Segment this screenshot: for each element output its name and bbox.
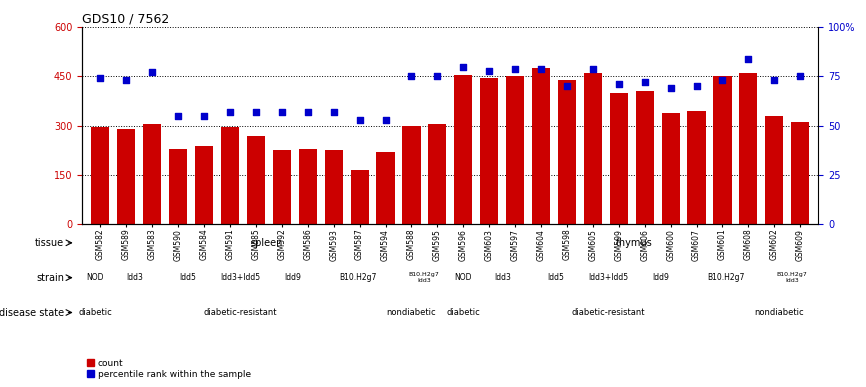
Point — [637, 79, 651, 86]
Point — [767, 77, 781, 84]
Point — [663, 85, 677, 91]
Point — [560, 83, 574, 89]
Text: diabetic-resistant: diabetic-resistant — [572, 308, 645, 317]
Text: ldd5: ldd5 — [547, 273, 564, 282]
Point — [378, 117, 392, 123]
Text: ldd3+ldd5: ldd3+ldd5 — [588, 273, 628, 282]
Bar — [454, 75, 472, 224]
Text: ldd5: ldd5 — [179, 273, 196, 282]
Point — [352, 117, 366, 123]
Bar — [766, 116, 784, 224]
Bar — [584, 73, 602, 224]
Bar — [117, 129, 135, 224]
Bar — [480, 78, 498, 224]
Text: ldd3: ldd3 — [494, 273, 511, 282]
Point — [197, 113, 211, 119]
Bar — [325, 151, 343, 224]
Text: B10.H2g7: B10.H2g7 — [708, 273, 745, 282]
Bar — [377, 152, 395, 224]
Text: diabetic: diabetic — [79, 308, 113, 317]
Text: ldd3+ldd5: ldd3+ldd5 — [220, 273, 260, 282]
Point — [689, 83, 703, 89]
Point — [171, 113, 185, 119]
Bar — [506, 77, 524, 224]
Point — [120, 77, 133, 84]
Text: tissue: tissue — [35, 238, 64, 248]
Point — [223, 109, 237, 115]
Point — [741, 56, 755, 62]
Bar — [91, 127, 109, 224]
Bar — [351, 170, 369, 224]
Bar — [143, 124, 161, 224]
Bar — [610, 93, 628, 224]
Text: B10.H2g7
ldd3: B10.H2g7 ldd3 — [777, 272, 807, 283]
Point — [430, 74, 444, 80]
Text: ldd9: ldd9 — [284, 273, 301, 282]
Text: spleen: spleen — [250, 238, 282, 248]
Text: disease state: disease state — [0, 308, 64, 317]
Point — [793, 74, 807, 80]
Point — [612, 81, 626, 87]
Point — [456, 63, 470, 70]
Text: strain: strain — [36, 273, 64, 283]
Bar — [299, 149, 317, 224]
Bar — [221, 127, 239, 224]
Point — [715, 77, 729, 84]
Point — [301, 109, 314, 115]
Point — [508, 65, 522, 72]
Text: B10.H2g7: B10.H2g7 — [339, 273, 377, 282]
Point — [326, 109, 340, 115]
Bar — [247, 136, 265, 224]
Text: thymus: thymus — [616, 238, 653, 248]
Point — [482, 67, 496, 74]
Text: nondiabetic: nondiabetic — [386, 308, 436, 317]
Text: B10.H2g7
ldd3: B10.H2g7 ldd3 — [409, 272, 439, 283]
Text: GDS10 / 7562: GDS10 / 7562 — [82, 13, 170, 26]
Point — [534, 65, 548, 72]
Bar — [714, 77, 732, 224]
Point — [145, 69, 159, 75]
Text: diabetic: diabetic — [447, 308, 481, 317]
Bar — [169, 149, 187, 224]
Bar — [688, 111, 706, 224]
Legend: count, percentile rank within the sample: count, percentile rank within the sample — [87, 359, 251, 378]
Bar — [195, 146, 213, 224]
Bar — [532, 68, 550, 224]
Bar — [636, 91, 654, 224]
Point — [404, 74, 418, 80]
Bar — [792, 122, 810, 224]
Point — [249, 109, 263, 115]
Point — [586, 65, 600, 72]
Point — [275, 109, 288, 115]
Point — [94, 75, 107, 82]
Text: diabetic-resistant: diabetic-resistant — [204, 308, 277, 317]
Text: nondiabetic: nondiabetic — [754, 308, 804, 317]
Text: ldd3: ldd3 — [126, 273, 143, 282]
Bar — [740, 73, 758, 224]
Text: NOD: NOD — [87, 273, 104, 282]
Bar — [662, 113, 680, 224]
Bar — [558, 80, 576, 224]
Bar — [403, 126, 421, 224]
Text: NOD: NOD — [455, 273, 472, 282]
Bar — [273, 151, 291, 224]
Text: ldd9: ldd9 — [652, 273, 669, 282]
Bar — [429, 124, 447, 224]
